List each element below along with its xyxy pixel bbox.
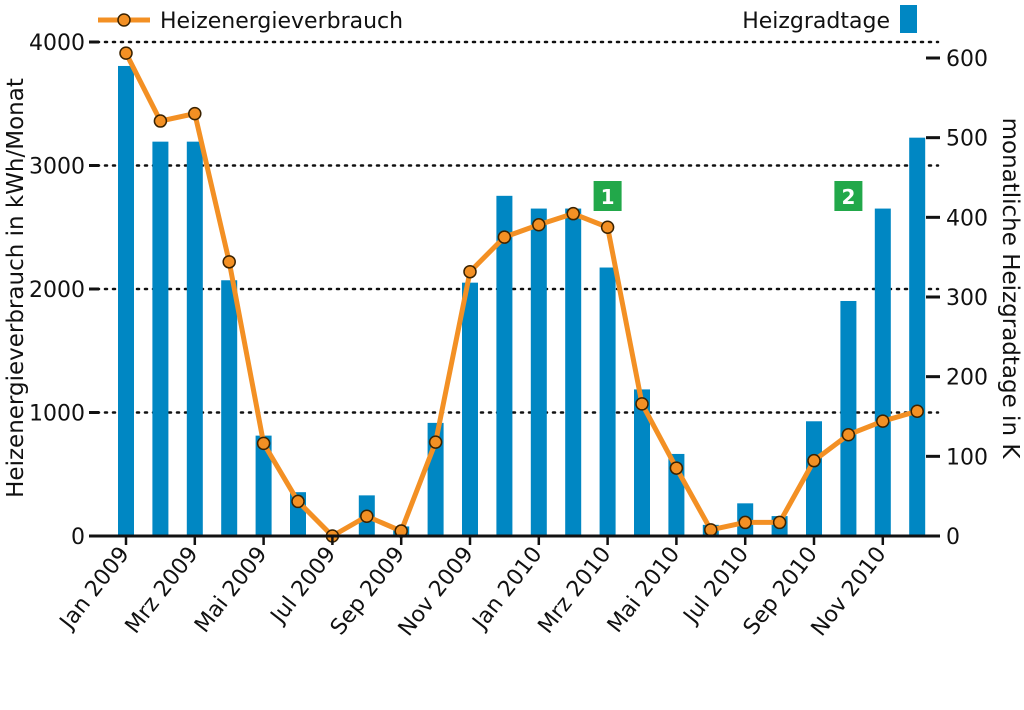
- legend-label-heizgradtage: Heizgradtage: [742, 9, 890, 34]
- point-heizenergieverbrauch: [463, 264, 477, 279]
- right-axis-ticks: 0 100 200 300 400 500 600: [926, 47, 988, 550]
- left-tick-label: 3000: [29, 155, 85, 180]
- x-tick-label: Mai 2009: [190, 542, 272, 637]
- right-tick-label: 400: [946, 206, 988, 231]
- point-heizenergieverbrauch: [910, 404, 924, 419]
- point-heizenergieverbrauch: [291, 494, 305, 509]
- right-tick-label: 0: [946, 525, 960, 550]
- point-heizenergieverbrauch: [704, 523, 718, 537]
- annotation-badge: [834, 181, 863, 211]
- right-tick-label: 300: [946, 286, 988, 311]
- right-axis-label: monatliche Heizgradtage in K: [997, 118, 1023, 460]
- legend-marker-swatch: [117, 13, 131, 27]
- bar-heizgradtage: [806, 421, 822, 536]
- point-heizenergieverbrauch: [222, 255, 236, 269]
- point-heizenergieverbrauch: [532, 218, 546, 232]
- point-heizenergieverbrauch: [669, 461, 684, 475]
- x-tick-label: Mai 2010: [603, 542, 685, 637]
- point-heizenergieverbrauch: [566, 206, 580, 221]
- bar-heizgradtage: [462, 282, 478, 536]
- point-heizenergieverbrauch: [119, 46, 133, 60]
- line-heizenergieverbrauch: [123, 51, 918, 539]
- point-heizenergieverbrauch: [497, 230, 512, 244]
- x-tick-label: Jul 2010: [678, 542, 754, 630]
- point-heizenergieverbrauch: [428, 435, 443, 449]
- legend-label-heizenergieverbrauch: Heizenergieverbrauch: [160, 9, 403, 34]
- bar-heizgradtage: [496, 195, 513, 536]
- bar-heizgradtage: [186, 141, 203, 536]
- point-heizenergieverbrauch: [256, 436, 271, 451]
- bar-heizgradtage: [634, 389, 650, 536]
- legend: Heizenergieverbrauch Heizgradtage: [98, 5, 917, 34]
- bar-heizgradtage: [874, 208, 891, 536]
- bar-heizgradtage: [909, 137, 926, 536]
- left-axis-ticks: 0 1000 2000 3000 4000: [29, 31, 99, 550]
- bar-heizgradtage: [599, 267, 616, 536]
- bar-heizgradtage: [255, 435, 272, 536]
- point-heizenergieverbrauch: [772, 515, 787, 530]
- point-heizenergieverbrauch: [600, 220, 615, 234]
- line-series-heizenergieverbrauch: [119, 46, 924, 543]
- bar-heizgradtage: [530, 208, 547, 536]
- annotation-label: 1: [601, 185, 615, 209]
- point-heizenergieverbrauch: [188, 106, 202, 121]
- point-heizenergieverbrauch: [738, 515, 752, 530]
- annotation-label: 2: [841, 185, 855, 209]
- left-tick-label: 0: [71, 525, 85, 550]
- left-tick-label: 4000: [29, 31, 85, 56]
- point-heizenergieverbrauch: [807, 453, 821, 468]
- left-tick-label: 1000: [29, 402, 85, 427]
- bar-heizgradtage: [840, 300, 857, 536]
- point-heizenergieverbrauch: [360, 509, 374, 523]
- point-heizenergieverbrauch: [876, 414, 890, 428]
- left-axis-label: Heizenergieverbrauch in kWh/Monat: [3, 78, 29, 498]
- bar-heizgradtage: [565, 208, 582, 536]
- bar-heizgradtage: [118, 65, 134, 536]
- right-tick-label: 200: [946, 366, 988, 391]
- right-tick-label: 500: [946, 127, 988, 152]
- right-tick-label: 600: [946, 47, 988, 72]
- point-heizenergieverbrauch: [635, 397, 649, 411]
- bar-heizgradtage: [152, 141, 169, 536]
- legend-bar-swatch: [900, 5, 917, 33]
- point-heizenergieverbrauch: [153, 114, 168, 128]
- x-tick-label: Jul 2009: [265, 542, 341, 630]
- right-tick-label: 100: [946, 445, 988, 470]
- bar-heizgradtage: [221, 280, 238, 536]
- left-tick-label: 2000: [29, 278, 85, 303]
- annotation-badge: [593, 181, 622, 211]
- point-heizenergieverbrauch: [841, 427, 856, 442]
